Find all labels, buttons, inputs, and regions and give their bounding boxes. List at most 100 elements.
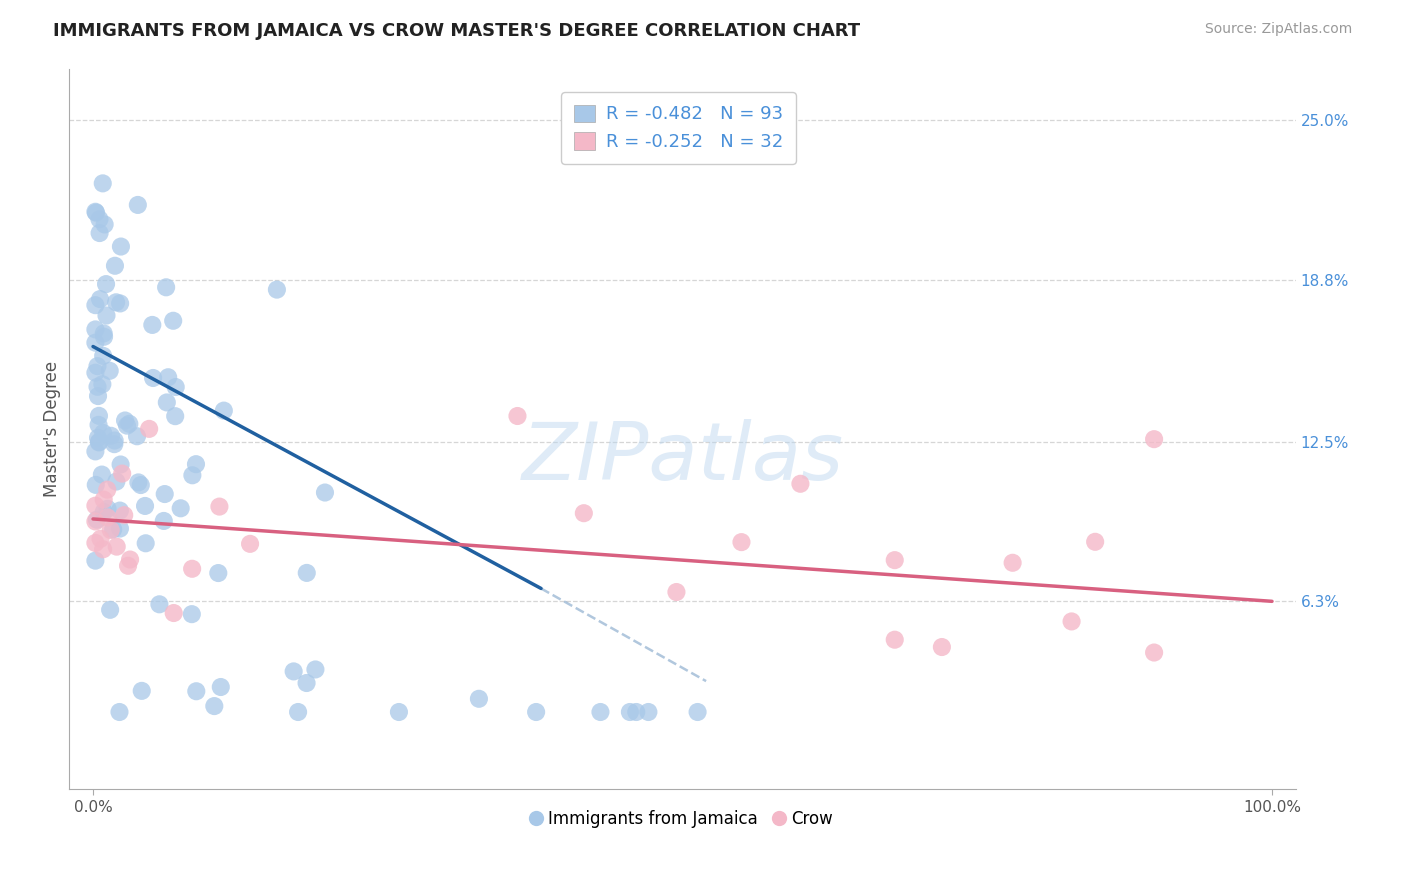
Point xyxy=(89,226,111,240)
Point xyxy=(91,377,114,392)
Point xyxy=(1143,432,1166,446)
Point xyxy=(91,177,114,191)
Point xyxy=(84,444,107,458)
Point xyxy=(127,198,149,212)
Point xyxy=(637,705,659,719)
Point xyxy=(135,536,157,550)
Point xyxy=(111,467,134,481)
Point xyxy=(138,422,160,436)
Point xyxy=(295,566,318,580)
Point xyxy=(931,640,953,654)
Point xyxy=(125,429,148,443)
Point xyxy=(96,510,118,524)
Point xyxy=(131,684,153,698)
Point xyxy=(665,585,688,599)
Point xyxy=(468,691,491,706)
Point xyxy=(84,554,107,568)
Point xyxy=(93,326,115,341)
Point xyxy=(86,380,108,394)
Point xyxy=(87,435,110,450)
Point xyxy=(105,475,128,489)
Text: ZIPatlas: ZIPatlas xyxy=(522,418,844,497)
Point xyxy=(98,364,121,378)
Point xyxy=(93,218,115,232)
Point xyxy=(100,429,122,443)
Point xyxy=(118,417,141,431)
Point xyxy=(134,499,156,513)
Point xyxy=(96,483,118,497)
Point xyxy=(141,318,163,332)
Point xyxy=(84,366,107,380)
Point xyxy=(100,523,122,537)
Point xyxy=(86,359,108,374)
Point xyxy=(142,371,165,385)
Point xyxy=(1143,646,1166,660)
Point xyxy=(287,705,309,719)
Point xyxy=(108,503,131,517)
Point xyxy=(93,505,115,519)
Point xyxy=(84,499,107,513)
Point xyxy=(619,705,641,719)
Point xyxy=(157,370,180,384)
Point xyxy=(127,475,149,490)
Point xyxy=(163,606,186,620)
Point xyxy=(84,536,107,550)
Text: IMMIGRANTS FROM JAMAICA VS CROW MASTER'S DEGREE CORRELATION CHART: IMMIGRANTS FROM JAMAICA VS CROW MASTER'S… xyxy=(53,22,860,40)
Point xyxy=(104,259,127,273)
Point xyxy=(789,476,811,491)
Point xyxy=(94,277,117,291)
Point xyxy=(1084,534,1107,549)
Point xyxy=(148,597,170,611)
Point xyxy=(181,468,204,483)
Point xyxy=(506,409,529,423)
Point xyxy=(155,280,177,294)
Point xyxy=(84,204,107,219)
Point xyxy=(105,295,128,310)
Point xyxy=(165,409,187,424)
Point xyxy=(110,458,132,472)
Point xyxy=(202,699,225,714)
Point xyxy=(104,434,127,448)
Point xyxy=(283,665,305,679)
Point xyxy=(84,322,107,336)
Point xyxy=(186,684,208,698)
Point xyxy=(93,330,115,344)
Point xyxy=(314,485,336,500)
Point xyxy=(91,425,114,440)
Point xyxy=(91,542,114,557)
Point xyxy=(1001,556,1024,570)
Point xyxy=(108,296,131,310)
Point xyxy=(208,500,231,514)
Point xyxy=(110,239,132,253)
Point xyxy=(129,478,152,492)
Point xyxy=(212,403,235,417)
Point xyxy=(883,632,905,647)
Point xyxy=(108,522,131,536)
Point xyxy=(96,309,118,323)
Point xyxy=(1060,615,1083,629)
Point xyxy=(152,514,174,528)
Point xyxy=(84,478,107,492)
Point xyxy=(93,492,115,507)
Point xyxy=(91,349,114,363)
Point xyxy=(162,314,184,328)
Point xyxy=(89,212,111,227)
Point xyxy=(209,680,232,694)
Point xyxy=(84,335,107,350)
Point xyxy=(153,487,176,501)
Point xyxy=(266,283,288,297)
Point xyxy=(626,705,648,719)
Point xyxy=(181,562,204,576)
Y-axis label: Master's Degree: Master's Degree xyxy=(44,360,60,497)
Point xyxy=(87,434,110,449)
Point xyxy=(101,522,124,536)
Legend: Immigrants from Jamaica, Crow: Immigrants from Jamaica, Crow xyxy=(524,804,839,835)
Point xyxy=(114,413,136,427)
Point xyxy=(170,501,193,516)
Point xyxy=(87,389,110,403)
Point xyxy=(239,537,262,551)
Text: Source: ZipAtlas.com: Source: ZipAtlas.com xyxy=(1205,22,1353,37)
Point xyxy=(112,508,135,523)
Point xyxy=(686,705,709,719)
Point xyxy=(295,676,318,690)
